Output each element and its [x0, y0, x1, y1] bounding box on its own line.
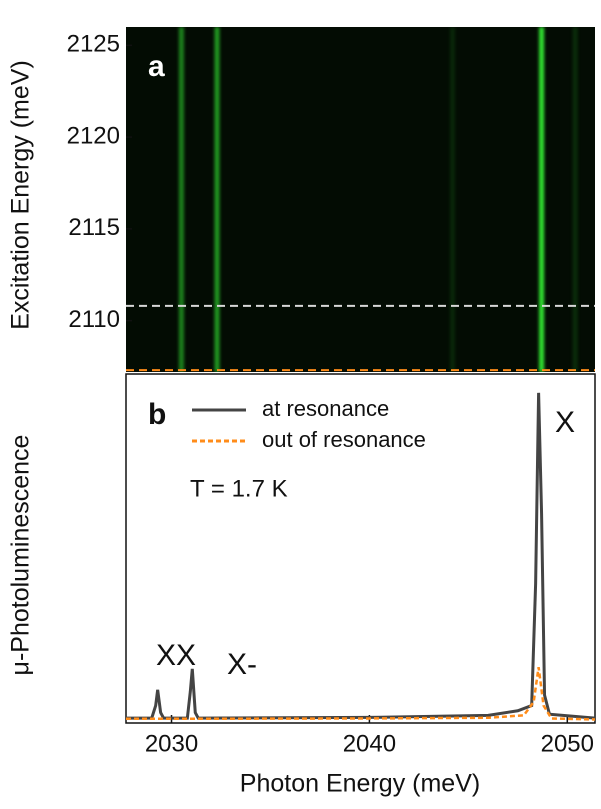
x-tick-label: 2050: [541, 730, 594, 757]
emission-line: [214, 27, 220, 372]
emission-line: [572, 27, 578, 372]
plot-frame: [125, 373, 596, 724]
panel-label: b: [148, 398, 166, 431]
series-line: [126, 666, 596, 721]
y-tick-label: 2110: [68, 306, 120, 333]
x-axis-label: Photon Energy (meV): [240, 770, 480, 798]
panel-label: a: [148, 50, 165, 83]
y-tick-label: 2115: [68, 214, 120, 241]
x-tick-label: 2030: [145, 730, 198, 757]
emission-line: [539, 27, 545, 372]
legend-label: at resonance: [262, 396, 389, 421]
peak-label: XX: [156, 639, 196, 672]
y-axis-label: μ-Photoluminescence: [7, 435, 35, 676]
y-tick-label: 2120: [67, 122, 120, 149]
temperature-note: T = 1.7 K: [190, 475, 288, 502]
y-tick-label: 2125: [67, 31, 120, 58]
y-axis-label: Excitation Energy (meV): [7, 60, 35, 330]
peak-label: X: [555, 406, 575, 439]
legend-label: out of resonance: [262, 427, 426, 452]
emission-line: [450, 27, 456, 372]
heatmap-background: [126, 27, 595, 372]
peak-label: X-: [227, 648, 257, 681]
x-tick-label: 2040: [343, 730, 396, 757]
emission-line: [178, 27, 184, 372]
